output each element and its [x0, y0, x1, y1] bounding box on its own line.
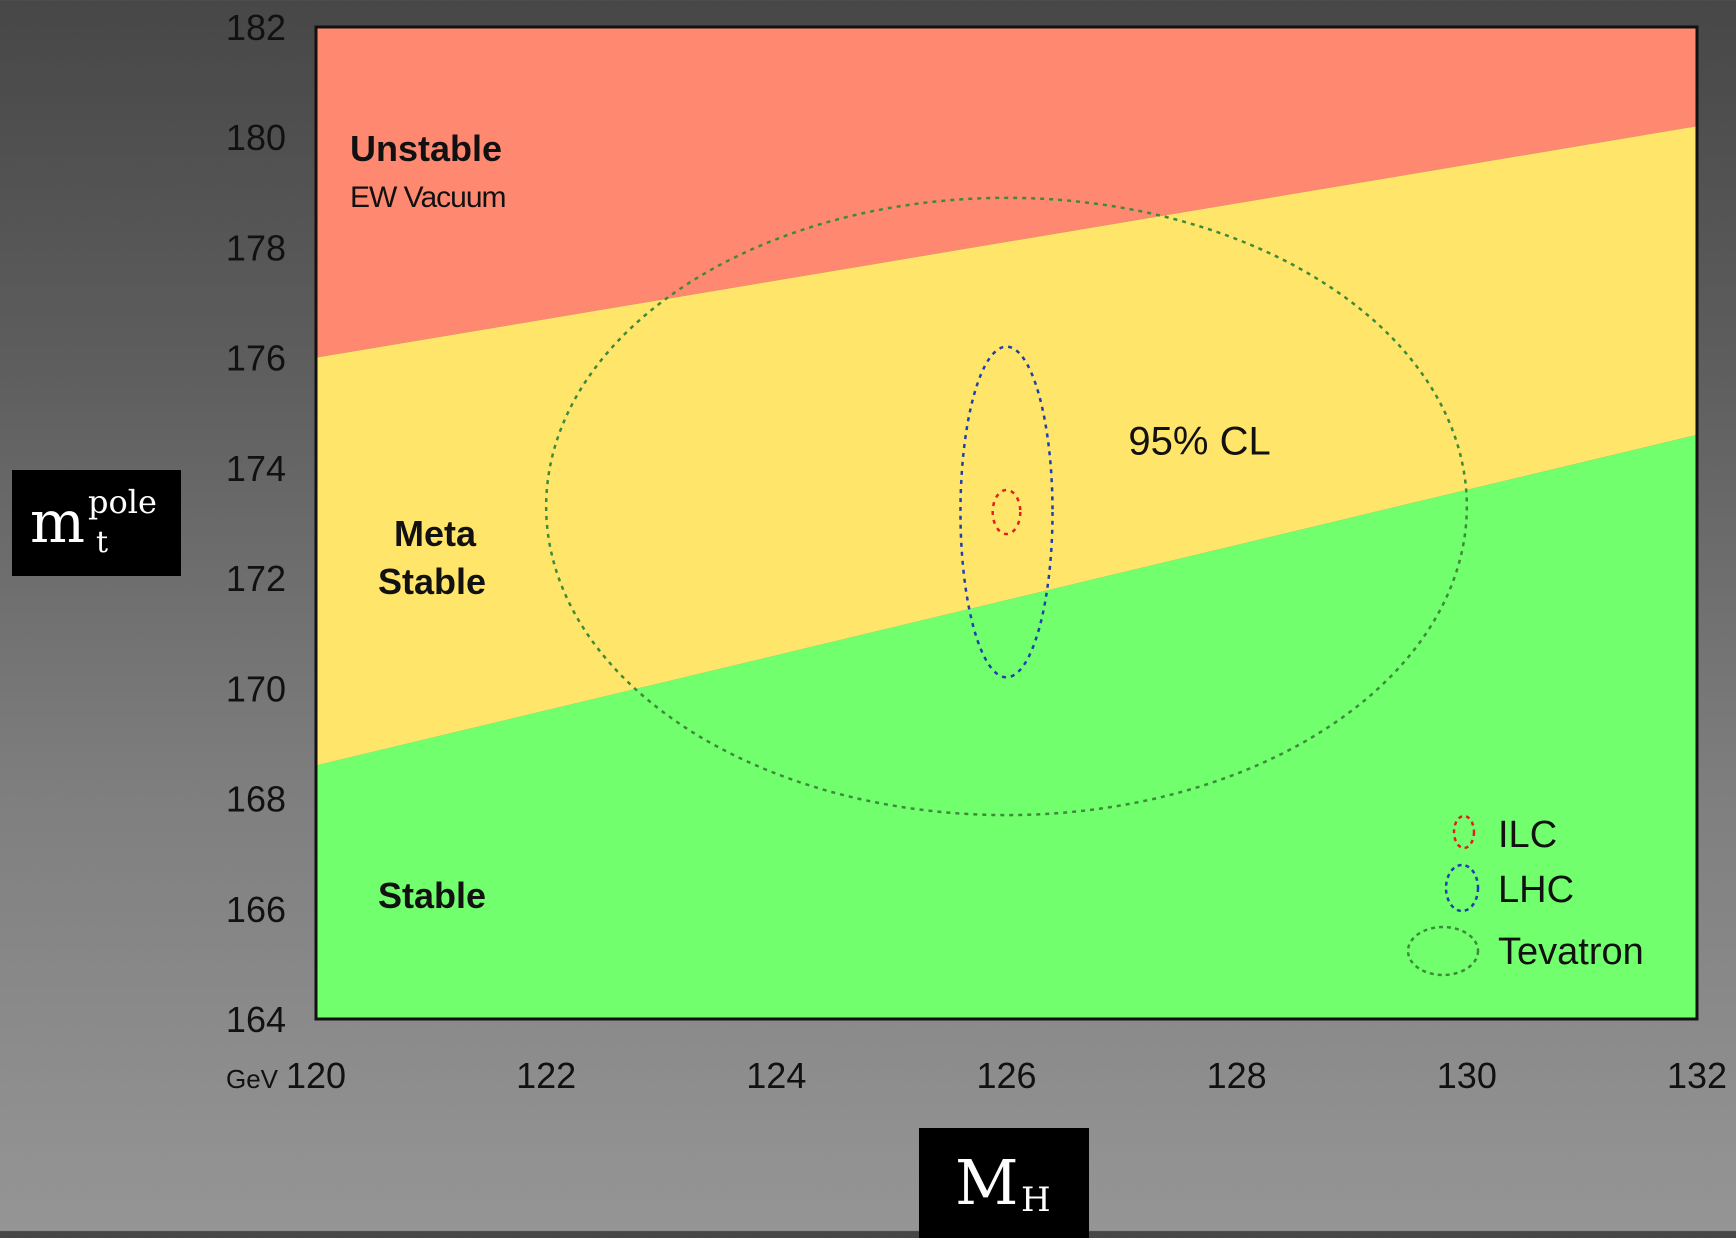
y-axis-label-sub: t: [96, 525, 109, 560]
region-meta-stable: [316, 126, 1697, 766]
region-label-unstable: Unstable: [350, 128, 502, 169]
x-tick-label: 126: [976, 1055, 1036, 1096]
legend-label-lhc: LHC: [1498, 869, 1574, 911]
plot-frame: [314, 25, 1699, 1021]
x-tick-label: 124: [746, 1055, 806, 1096]
y-tick-label: 174: [226, 448, 286, 489]
y-tick-label: 180: [226, 117, 286, 158]
region-unstable: [316, 27, 1697, 358]
region-stable: [316, 434, 1697, 1019]
ellipse-ilc: [991, 488, 1022, 536]
x-tick-label: 120: [286, 1055, 346, 1096]
y-tick-label: 164: [226, 999, 286, 1040]
ellipse-tevatron: [544, 196, 1469, 817]
y-axis-label: m pole t: [12, 470, 181, 576]
y-tick-label: 170: [226, 668, 286, 709]
x-axis-label: M H: [919, 1128, 1089, 1238]
legend-marker-lhc: [1444, 863, 1480, 913]
x-unit-label: GeV: [226, 1064, 279, 1094]
x-axis-label-main: M: [955, 1146, 1019, 1219]
confidence-ellipses: [544, 196, 1469, 817]
x-axis-label-sub: H: [1021, 1180, 1051, 1220]
legend: ILC LHC Tevatron: [1406, 814, 1644, 977]
region-label-meta: Meta: [394, 513, 477, 554]
legend-label-tevatron: Tevatron: [1498, 931, 1644, 973]
y-tick-label: 176: [226, 338, 286, 379]
ellipse-lhc: [959, 345, 1054, 679]
y-tick-label: 182: [226, 7, 286, 48]
y-tick-label: 172: [226, 558, 286, 599]
y-axis-label-sup: pole: [88, 483, 157, 521]
x-tick-label: 128: [1207, 1055, 1267, 1096]
x-tick-label: 132: [1667, 1055, 1727, 1096]
region-label-stable: Stable: [378, 875, 486, 916]
y-tick-label: 168: [226, 779, 286, 820]
y-tick-label: 178: [226, 227, 286, 268]
y-axis-label-main: m: [30, 488, 85, 556]
stability-regions: [316, 27, 1697, 1019]
x-tick-label: 130: [1437, 1055, 1497, 1096]
legend-marker-tevatron: [1406, 925, 1480, 977]
y-tick-labels: 164 166 168 170 172 174 176 178 180 182: [226, 7, 286, 1040]
legend-marker-ilc: [1452, 814, 1476, 850]
legend-label-ilc: ILC: [1498, 814, 1557, 856]
x-tick-label: 122: [516, 1055, 576, 1096]
x-tick-labels: 120 122 124 126 128 130 132: [286, 1055, 1727, 1096]
region-sublabel-ew-vacuum: EW Vacuum: [350, 181, 506, 214]
region-label-stable-line: Stable: [378, 561, 486, 602]
confidence-level-annotation: 95% CL: [1128, 419, 1270, 463]
y-tick-label: 166: [226, 889, 286, 930]
